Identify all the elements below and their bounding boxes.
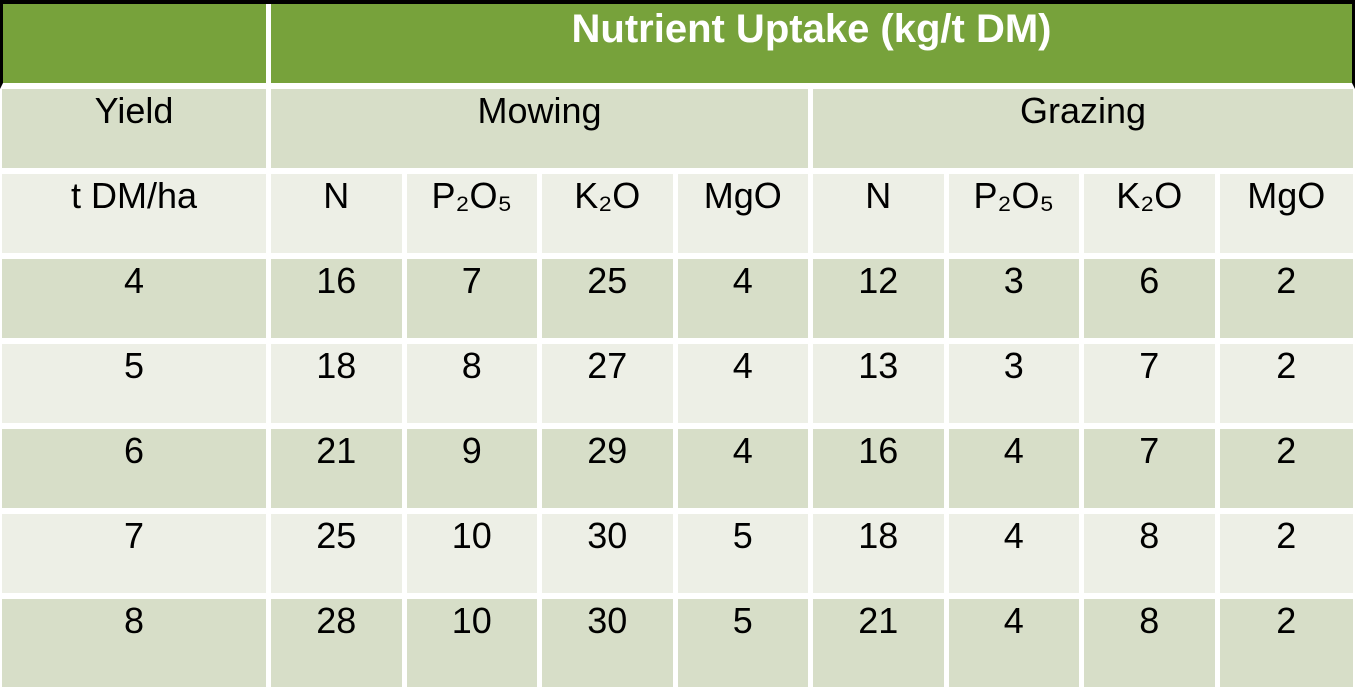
table-title-row: Nutrient Uptake (kg/t DM) [0, 4, 1355, 89]
data-cell: 8 [406, 344, 542, 429]
data-cell: 4 [948, 429, 1084, 514]
table-top-border [0, 0, 1355, 4]
nutrient-header-cell: P₂O₅ [948, 174, 1084, 259]
data-cell: 2 [1219, 599, 1355, 687]
data-cell: 2 [1219, 344, 1355, 429]
data-cell: 13 [813, 344, 949, 429]
data-cell: 21 [813, 599, 949, 687]
data-cell: 2 [1219, 429, 1355, 514]
data-cell: 10 [406, 514, 542, 599]
data-cell: 4 [677, 429, 813, 514]
nutrient-header-cell: MgO [1219, 174, 1355, 259]
yield-label-cell: Yield [0, 89, 271, 174]
data-cell: 4 [677, 344, 813, 429]
table-row: 7 25 10 30 5 18 4 8 2 [0, 514, 1355, 599]
data-cell: 12 [813, 259, 949, 344]
data-cell: 6 [1084, 259, 1220, 344]
yield-value-cell: 6 [0, 429, 271, 514]
data-cell: 4 [948, 514, 1084, 599]
table-row: 5 18 8 27 4 13 3 7 2 [0, 344, 1355, 429]
yield-unit-cell: t DM/ha [0, 174, 271, 259]
data-cell: 3 [948, 259, 1084, 344]
data-cell: 4 [948, 599, 1084, 687]
data-cell: 5 [677, 599, 813, 687]
data-cell: 16 [813, 429, 949, 514]
data-cell: 9 [406, 429, 542, 514]
data-cell: 16 [271, 259, 407, 344]
data-cell: 30 [542, 514, 678, 599]
data-cell: 7 [1084, 344, 1220, 429]
yield-value-cell: 7 [0, 514, 271, 599]
data-cell: 18 [271, 344, 407, 429]
data-cell: 25 [271, 514, 407, 599]
column-header-row: t DM/ha N P₂O₅ K₂O MgO N P₂O₅ K₂O MgO [0, 174, 1355, 259]
data-cell: 2 [1219, 259, 1355, 344]
data-cell: 4 [677, 259, 813, 344]
nutrient-header-cell: K₂O [1084, 174, 1220, 259]
data-cell: 5 [677, 514, 813, 599]
data-cell: 3 [948, 344, 1084, 429]
data-cell: 28 [271, 599, 407, 687]
mowing-group-cell: Mowing [271, 89, 813, 174]
data-cell: 18 [813, 514, 949, 599]
data-cell: 2 [1219, 514, 1355, 599]
yield-value-cell: 5 [0, 344, 271, 429]
data-cell: 10 [406, 599, 542, 687]
data-cell: 7 [406, 259, 542, 344]
nutrient-header-cell: K₂O [542, 174, 678, 259]
yield-value-cell: 4 [0, 259, 271, 344]
data-cell: 21 [271, 429, 407, 514]
data-cell: 30 [542, 599, 678, 687]
grazing-group-cell: Grazing [813, 89, 1355, 174]
data-cell: 8 [1084, 599, 1220, 687]
group-header-row: Yield Mowing Grazing [0, 89, 1355, 174]
data-cell: 29 [542, 429, 678, 514]
table-title: Nutrient Uptake (kg/t DM) [271, 4, 1355, 89]
table-row: 4 16 7 25 4 12 3 6 2 [0, 259, 1355, 344]
data-cell: 25 [542, 259, 678, 344]
yield-value-cell: 8 [0, 599, 271, 687]
nutrient-header-cell: MgO [677, 174, 813, 259]
nutrient-header-cell: N [271, 174, 407, 259]
data-cell: 8 [1084, 514, 1220, 599]
table-row: 8 28 10 30 5 21 4 8 2 [0, 599, 1355, 687]
nutrient-header-cell: N [813, 174, 949, 259]
nutrient-uptake-table: Nutrient Uptake (kg/t DM) Yield Mowing G… [0, 4, 1355, 687]
data-cell: 7 [1084, 429, 1220, 514]
data-cell: 27 [542, 344, 678, 429]
nutrient-header-cell: P₂O₅ [406, 174, 542, 259]
table-row: 6 21 9 29 4 16 4 7 2 [0, 429, 1355, 514]
corner-cell [0, 4, 271, 89]
